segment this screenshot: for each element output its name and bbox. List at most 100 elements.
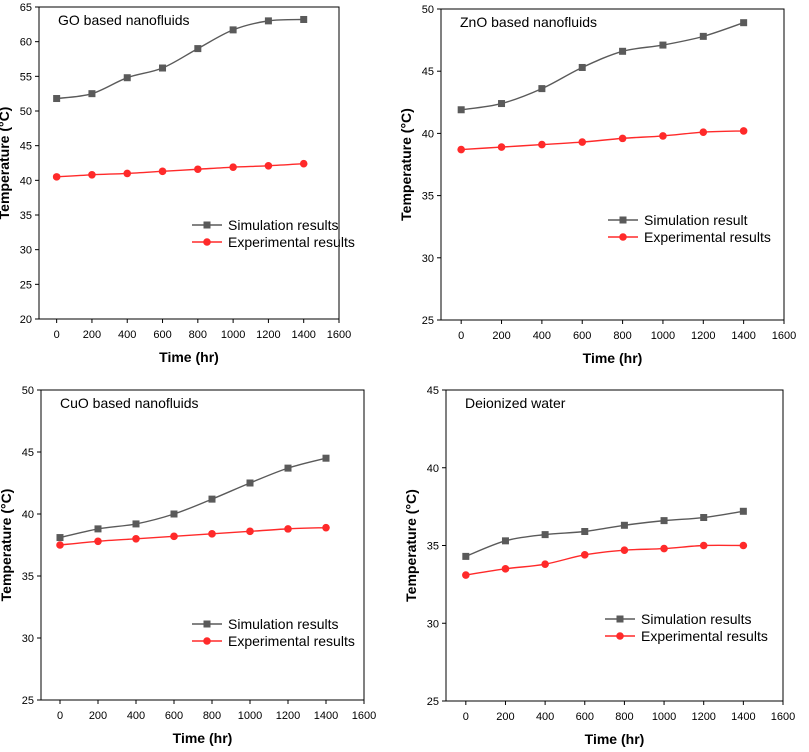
legend-label: Experimental results <box>641 628 768 644</box>
x-tick-label: 1400 <box>731 711 755 723</box>
data-point-circle <box>501 565 510 573</box>
data-point-square <box>208 495 216 503</box>
x-tick-label: 400 <box>118 329 136 341</box>
x-tick-label: 200 <box>89 710 107 722</box>
data-point-square <box>132 520 140 528</box>
data-point-square <box>457 106 465 114</box>
legend-label: Simulation results <box>641 611 752 627</box>
data-point-circle <box>88 170 96 179</box>
x-tick-label: 200 <box>492 330 510 342</box>
data-point-square <box>94 525 102 533</box>
data-point-circle <box>618 134 627 143</box>
data-point-circle <box>739 127 748 135</box>
x-tick-label: 1200 <box>691 330 715 342</box>
data-point-square <box>501 537 509 545</box>
data-point-circle <box>284 525 292 533</box>
x-tick-label: 0 <box>463 711 469 723</box>
y-tick-label: 30 <box>20 245 32 257</box>
plot-frame <box>440 8 785 321</box>
y-tick-label: 35 <box>20 210 32 222</box>
data-point-circle <box>94 537 102 546</box>
y-tick-label: 45 <box>20 141 32 153</box>
y-axis-title: Temperature (°C) <box>0 107 12 220</box>
legend-label: Simulation result <box>644 212 748 228</box>
legend-marker-square <box>616 615 624 623</box>
y-tick-label: 35 <box>427 541 439 553</box>
data-point-square <box>740 19 748 27</box>
chart-panel-2: 0 200 400 600 800 1000 1200 1400 1600 25 30 35 40 45 5… <box>398 4 796 366</box>
data-point-square <box>699 32 707 40</box>
y-tick-label: 55 <box>20 71 32 83</box>
x-tick-label: 1400 <box>314 710 338 722</box>
y-tick-label: 30 <box>22 633 34 645</box>
x-axis-title: Time (hr) <box>173 730 233 746</box>
x-tick-label: 200 <box>496 711 514 723</box>
y-tick-label: 25 <box>427 696 439 708</box>
x-tick-label: 1600 <box>352 710 376 722</box>
y-tick-label: 40 <box>422 128 434 140</box>
data-point-circle <box>538 140 546 149</box>
x-tick-label: 400 <box>127 710 145 722</box>
data-point-square <box>578 63 586 71</box>
x-tick-label: 1000 <box>221 329 245 341</box>
series-line-simulation <box>56 18 304 100</box>
data-point-square <box>229 26 237 34</box>
data-point-square <box>322 454 330 462</box>
data-point-circle <box>246 527 254 536</box>
panel-title: ZnO based nanofluids <box>460 14 597 30</box>
data-point-square <box>538 85 546 93</box>
data-point-square <box>284 464 292 472</box>
data-point-square <box>660 517 668 525</box>
data-point-circle <box>194 165 202 174</box>
legend-marker-circle <box>203 238 211 246</box>
y-tick-label: 45 <box>422 66 434 78</box>
data-point-circle <box>322 523 330 532</box>
data-point-square <box>159 64 167 72</box>
y-axis-title: Temperature (°C) <box>398 108 414 221</box>
legend-label: Experimental results <box>644 229 771 245</box>
data-point-square <box>194 45 202 53</box>
x-tick-label: 600 <box>573 330 591 342</box>
x-axis-title: Time (hr) <box>585 731 645 747</box>
y-tick-label: 20 <box>20 314 32 326</box>
data-point-circle <box>132 535 140 543</box>
data-point-circle <box>578 138 587 146</box>
y-tick-label: 30 <box>422 253 434 265</box>
data-point-square <box>581 528 589 536</box>
legend-marker-square <box>203 221 211 229</box>
data-point-square <box>300 15 308 23</box>
y-tick-label: 40 <box>427 463 439 475</box>
x-tick-label: 600 <box>165 710 183 722</box>
y-tick-label: 45 <box>22 447 34 459</box>
data-point-square <box>541 531 549 539</box>
y-tick-label: 40 <box>20 175 32 187</box>
legend-marker-square <box>203 620 211 628</box>
y-axis-title: Temperature (°C) <box>403 489 419 602</box>
legend-marker-circle <box>619 233 627 241</box>
x-tick-label: 400 <box>536 711 554 723</box>
y-tick-label: 25 <box>422 315 434 327</box>
x-tick-label: 1400 <box>731 330 755 342</box>
x-tick-label: 1600 <box>772 330 796 342</box>
legend-marker-circle <box>616 632 624 640</box>
legend-label: Experimental results <box>228 633 355 649</box>
legend-marker-circle <box>203 637 211 645</box>
data-point-circle <box>699 541 708 550</box>
data-point-square <box>620 521 628 529</box>
data-point-circle <box>699 128 708 136</box>
x-tick-label: 800 <box>189 329 207 341</box>
x-tick-label: 800 <box>613 330 631 342</box>
data-point-square <box>619 47 627 55</box>
panel-title: CuO based nanofluids <box>60 395 199 411</box>
y-tick-label: 50 <box>422 4 434 16</box>
legend-label: Simulation results <box>228 217 339 233</box>
x-tick-label: 600 <box>576 711 594 723</box>
x-tick-label: 800 <box>203 710 221 722</box>
chart-panel-1: 0 200 400 600 800 1000 1200 1400 1600 20 25 30 35 40 4… <box>0 2 355 365</box>
x-tick-label: 1200 <box>256 329 280 341</box>
data-point-circle <box>497 143 506 151</box>
x-axis-title: Time (hr) <box>159 349 219 365</box>
